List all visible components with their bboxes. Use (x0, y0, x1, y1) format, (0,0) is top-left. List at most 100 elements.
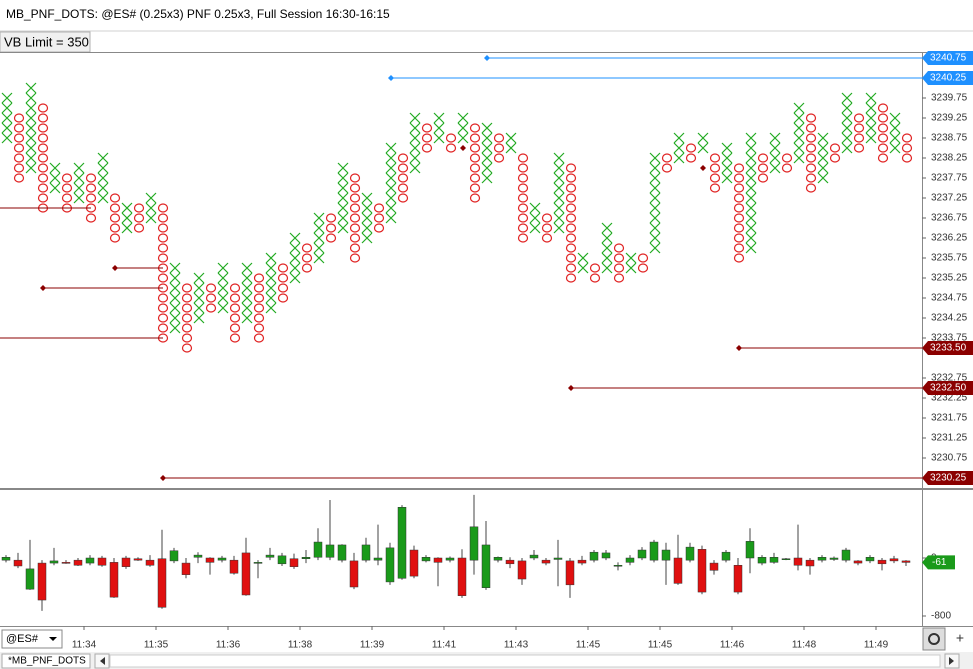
candle-body (805, 559, 815, 567)
x-box (649, 202, 661, 214)
x-box (625, 262, 637, 274)
add-button[interactable]: + (956, 630, 964, 646)
x-box (385, 152, 397, 164)
x-box (481, 162, 493, 174)
o-box (277, 293, 289, 303)
x-box (97, 152, 109, 164)
x-box (337, 192, 349, 204)
x-box (241, 302, 253, 314)
level-marker (736, 345, 742, 351)
x-box (337, 222, 349, 234)
x-box (601, 242, 613, 254)
x-box (745, 212, 757, 224)
x-box (649, 192, 661, 204)
x-box (553, 222, 565, 234)
o-box (877, 153, 889, 163)
x-box (25, 122, 37, 134)
o-box (565, 253, 577, 263)
pnf-column (541, 213, 553, 243)
dropdown-arrow (49, 637, 57, 641)
x-box (745, 132, 757, 144)
symbol-dropdown[interactable] (1, 629, 63, 649)
x-box (361, 202, 373, 214)
x-box (481, 142, 493, 154)
o-box (253, 333, 265, 343)
candle-body (553, 557, 563, 560)
o-box (157, 303, 169, 313)
x-box (25, 112, 37, 124)
o-box (301, 243, 313, 253)
x-box (241, 282, 253, 294)
x-box (1, 122, 13, 134)
x-box (217, 272, 229, 284)
y-tick-label: 3235.75 (931, 253, 968, 264)
pnf-column (649, 152, 661, 254)
o-box (565, 263, 577, 273)
candle-body (469, 526, 479, 561)
o-box (901, 133, 913, 143)
pnf-column (373, 203, 385, 233)
o-box (661, 153, 673, 163)
y-tick-label: 3236.25 (931, 233, 968, 244)
o-box (637, 253, 649, 263)
pnf-column (793, 102, 805, 164)
o-box (733, 213, 745, 223)
x-box (793, 112, 805, 124)
refresh-button[interactable] (922, 627, 946, 651)
pnf-column (637, 253, 649, 273)
tab[interactable] (1, 653, 91, 669)
x-box (481, 172, 493, 184)
x-box (649, 162, 661, 174)
candle-body (313, 541, 323, 558)
o-box (85, 213, 97, 223)
pnf-column (337, 162, 349, 234)
y-tick-label: 3237.25 (931, 193, 968, 204)
pnf-column (301, 243, 313, 273)
candle-body (481, 544, 491, 588)
price-label: 3230.25 (930, 473, 967, 484)
x-box (649, 222, 661, 234)
candle-body (1, 557, 11, 561)
o-box (853, 123, 865, 133)
x-box (169, 282, 181, 294)
o-box (565, 233, 577, 243)
pnf-column (769, 132, 781, 174)
o-box (61, 173, 73, 183)
x-box (193, 272, 205, 284)
o-box (685, 143, 697, 153)
candle-body (169, 550, 179, 562)
o-box (205, 293, 217, 303)
x-box (385, 172, 397, 184)
x-box (385, 202, 397, 214)
o-box (397, 183, 409, 193)
x-box (1, 92, 13, 104)
x-box (769, 152, 781, 164)
scrollbar[interactable] (109, 654, 941, 668)
pnf-column (865, 92, 877, 144)
o-box (613, 273, 625, 283)
o-box (157, 313, 169, 323)
o-box (397, 173, 409, 183)
o-box (85, 193, 97, 203)
x-box (673, 142, 685, 154)
o-box (517, 213, 529, 223)
x-box (817, 132, 829, 144)
x-box (505, 132, 517, 144)
o-box (853, 143, 865, 153)
candle-body (457, 557, 467, 596)
pnf-column (697, 132, 709, 154)
o-box (877, 133, 889, 143)
x-box (361, 212, 373, 224)
o-box (109, 223, 121, 233)
x-box (865, 92, 877, 104)
x-box (265, 302, 277, 314)
x-box (457, 122, 469, 134)
pnf-column (277, 263, 289, 303)
candle-body (301, 557, 311, 559)
x-box (289, 272, 301, 284)
o-box (373, 203, 385, 213)
arrow-icon (949, 657, 954, 665)
x-box (409, 162, 421, 174)
candle-body (781, 558, 791, 560)
